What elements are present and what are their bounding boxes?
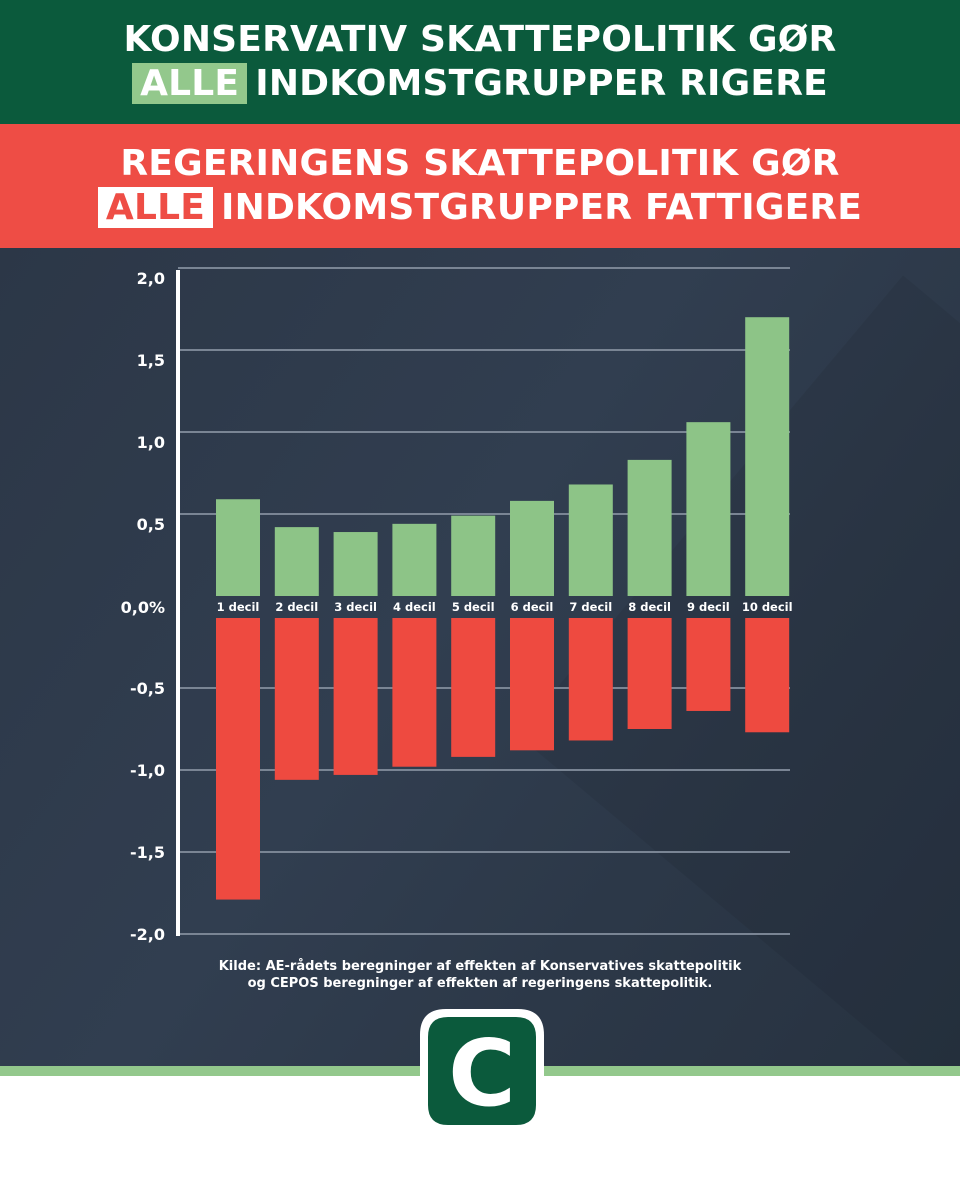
category-label: 3 decil <box>334 600 377 614</box>
y-tick-label: 0,0% <box>121 598 165 617</box>
category-label: 6 decil <box>511 600 554 614</box>
negative-bar <box>510 618 554 751</box>
category-label: 7 decil <box>569 600 612 614</box>
headline-top-line1: KONSERVATIV SKATTEPOLITIK GØR <box>123 19 837 60</box>
positive-bar <box>627 459 672 596</box>
category-label: 10 decil <box>742 600 793 614</box>
bar-chart: 2,0 1,5 1,0 0,5 0,0% -0,5 -1,0 -1,5 -2,0 1 decil 2… <box>121 267 793 944</box>
headline-bottom-line1: REGERINGENS SKATTEPOLITIK GØR <box>120 143 840 184</box>
logo-letter: C <box>448 1020 516 1127</box>
source-line1: Kilde: AE-rådets beregninger af effekten… <box>218 959 742 974</box>
positive-bar <box>745 317 790 596</box>
conservative-c-logo-icon: C <box>420 1009 544 1133</box>
negative-bar <box>333 618 378 775</box>
y-tick-label: -1,5 <box>130 843 165 862</box>
positive-bar <box>392 523 437 596</box>
category-label: 5 decil <box>452 600 495 614</box>
negative-bar <box>686 618 731 711</box>
source-note: Kilde: AE-rådets beregninger af effekten… <box>160 958 800 992</box>
positive-bar <box>274 527 319 596</box>
positive-bar <box>568 484 613 596</box>
headline-bottom-highlight: ALLE <box>97 187 214 228</box>
negative-bar <box>627 618 672 729</box>
headline-top-line2-rest: INDKOMSTGRUPPER RIGERE <box>255 63 828 104</box>
category-label: 8 decil <box>628 600 671 614</box>
source-line2: og CEPOS beregninger af effekten af rege… <box>247 976 713 991</box>
negative-bar <box>451 618 496 757</box>
negative-bar <box>392 618 437 767</box>
category-label: 4 decil <box>393 600 436 614</box>
headline-top-banner: KONSERVATIV SKATTEPOLITIK GØR ALLE INDKOM… <box>0 0 960 124</box>
positive-bar <box>216 499 260 596</box>
negative-bar <box>274 618 319 780</box>
negative-bar <box>745 618 790 733</box>
y-tick-label: -0,5 <box>130 679 165 698</box>
headline-bottom-line2-rest: INDKOMSTGRUPPER FATTIGERE <box>221 187 863 228</box>
y-tick-label: 1,0 <box>137 433 165 452</box>
category-label: 9 decil <box>687 600 730 614</box>
y-tick-label: 2,0 <box>137 269 165 288</box>
headline-bottom-banner: REGERINGENS SKATTEPOLITIK GØR ALLE INDKOM… <box>0 124 960 248</box>
y-tick-label: 0,5 <box>137 515 165 534</box>
headline-top-line2: ALLE INDKOMSTGRUPPER RIGERE <box>132 62 828 106</box>
negative-bar <box>216 618 260 900</box>
negative-bar <box>568 618 613 741</box>
y-tick-label: 1,5 <box>137 351 165 370</box>
positive-bar <box>510 500 554 596</box>
positive-bar <box>686 422 731 596</box>
positive-bar <box>451 515 496 596</box>
headline-top-highlight: ALLE <box>132 63 248 104</box>
category-label: 1 decil <box>217 600 260 614</box>
y-tick-label: -1,0 <box>130 761 165 780</box>
positive-bar <box>333 532 378 596</box>
category-label: 2 decil <box>275 600 318 614</box>
headline-bottom-line2: ALLE INDKOMSTGRUPPER FATTIGERE <box>97 186 863 230</box>
y-tick-label: -2,0 <box>130 925 165 944</box>
